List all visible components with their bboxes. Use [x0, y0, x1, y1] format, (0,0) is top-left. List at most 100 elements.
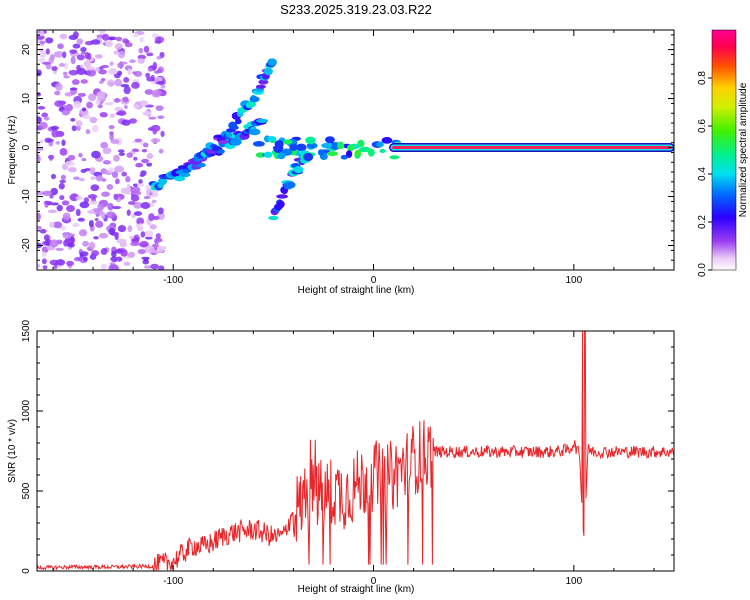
noise-blob: [126, 209, 131, 216]
noise-blob: [154, 238, 160, 245]
noise-blob: [55, 247, 64, 252]
noise-blob: [114, 43, 123, 50]
noise-blob: [90, 39, 101, 45]
noise-blob: [44, 238, 52, 247]
noise-blob: [76, 54, 85, 61]
branch-blob: [252, 140, 265, 147]
noise-blob: [37, 263, 41, 269]
noise-blob: [82, 240, 89, 247]
branch-blob: [182, 168, 192, 173]
noise-blob: [138, 47, 144, 54]
noise-blob: [41, 61, 51, 65]
noise-blob: [39, 40, 46, 45]
noise-blob: [143, 265, 153, 269]
noise-blob: [139, 37, 144, 43]
noise-blob: [89, 167, 96, 175]
noise-blob: [43, 200, 53, 205]
noise-blob: [109, 36, 117, 41]
noise-blob: [97, 202, 105, 211]
noise-blob: [49, 221, 55, 228]
branch-blob: [347, 144, 355, 152]
noise-blob: [113, 265, 120, 270]
noise-blob: [109, 61, 114, 66]
noise-blob: [68, 69, 79, 76]
noise-blob: [49, 239, 59, 248]
noise-blob: [67, 154, 76, 161]
noise-blob: [156, 56, 162, 60]
noise-blob: [155, 105, 164, 111]
noise-blob: [147, 67, 153, 72]
noise-blob: [67, 242, 75, 248]
noise-blob: [118, 152, 125, 156]
spectrogram-marks: [37, 30, 674, 270]
noise-blob: [39, 30, 45, 37]
noise-blob: [102, 147, 112, 155]
noise-blob: [146, 76, 155, 82]
y-tick-label: 1000: [21, 399, 32, 422]
noise-blob: [50, 202, 59, 206]
noise-blob: [54, 100, 64, 108]
noise-blob: [62, 232, 72, 239]
noise-blob: [131, 81, 140, 89]
noise-blob: [37, 105, 46, 110]
noise-blob: [55, 82, 63, 91]
noise-blob: [143, 257, 149, 262]
branch-blob: [389, 155, 400, 160]
noise-blob: [101, 211, 106, 220]
noise-blob: [153, 70, 160, 74]
colorbar-gradient: [711, 29, 737, 271]
noise-blob: [39, 139, 44, 144]
noise-blob: [42, 190, 53, 196]
branch-blob: [225, 130, 233, 138]
branch-blob: [267, 136, 277, 142]
branch-blob: [317, 149, 325, 156]
noise-blob: [84, 52, 90, 59]
colorbar-tick-label: 0.6: [697, 119, 708, 133]
noise-blob: [88, 209, 95, 214]
noise-blob: [72, 223, 80, 228]
noise-blob: [39, 228, 47, 234]
noise-blob: [108, 167, 114, 173]
noise-blob: [96, 91, 106, 99]
branch-blob: [264, 151, 273, 158]
colorbar: 0.0 0.2 0.4 0.6 0.8 Normalized spectral ampl…: [697, 29, 749, 277]
branch-blob: [283, 139, 293, 145]
noise-blob: [78, 229, 88, 237]
noise-blob: [106, 184, 114, 191]
noise-blob: [137, 249, 146, 255]
x-tick-label: -100: [163, 275, 183, 286]
x-tick-label: 0: [371, 576, 377, 587]
branch-blob: [357, 139, 365, 148]
noise-blob: [142, 111, 152, 116]
noise-blob: [141, 158, 150, 164]
noise-blob: [54, 90, 61, 96]
noise-blob: [149, 224, 157, 230]
noise-blob: [156, 246, 165, 253]
branch-blob: [229, 137, 242, 146]
branch-blob: [354, 149, 362, 158]
noise-blob: [50, 187, 58, 196]
noise-blob: [88, 93, 97, 101]
noise-blob: [134, 138, 142, 143]
noise-blob: [79, 251, 89, 257]
noise-blob: [95, 67, 100, 72]
noise-blob: [80, 51, 87, 55]
noise-blob: [101, 191, 110, 197]
branch-blob: [179, 172, 191, 178]
noise-blob: [121, 119, 131, 126]
noise-blob: [117, 62, 125, 69]
branch-blob: [358, 146, 371, 153]
noise-blob: [112, 205, 122, 210]
noise-blob: [50, 173, 57, 180]
noise-blob: [126, 183, 131, 192]
noise-blob: [66, 204, 75, 213]
branch-blob: [379, 148, 386, 153]
y-tick-label: 1500: [21, 319, 32, 342]
noise-blob: [47, 209, 58, 214]
noise-blob: [117, 224, 127, 233]
noise-blob: [132, 71, 137, 75]
noise-blob: [117, 149, 125, 153]
chart-title: S233.2025.319.23.03.R22: [280, 2, 432, 17]
